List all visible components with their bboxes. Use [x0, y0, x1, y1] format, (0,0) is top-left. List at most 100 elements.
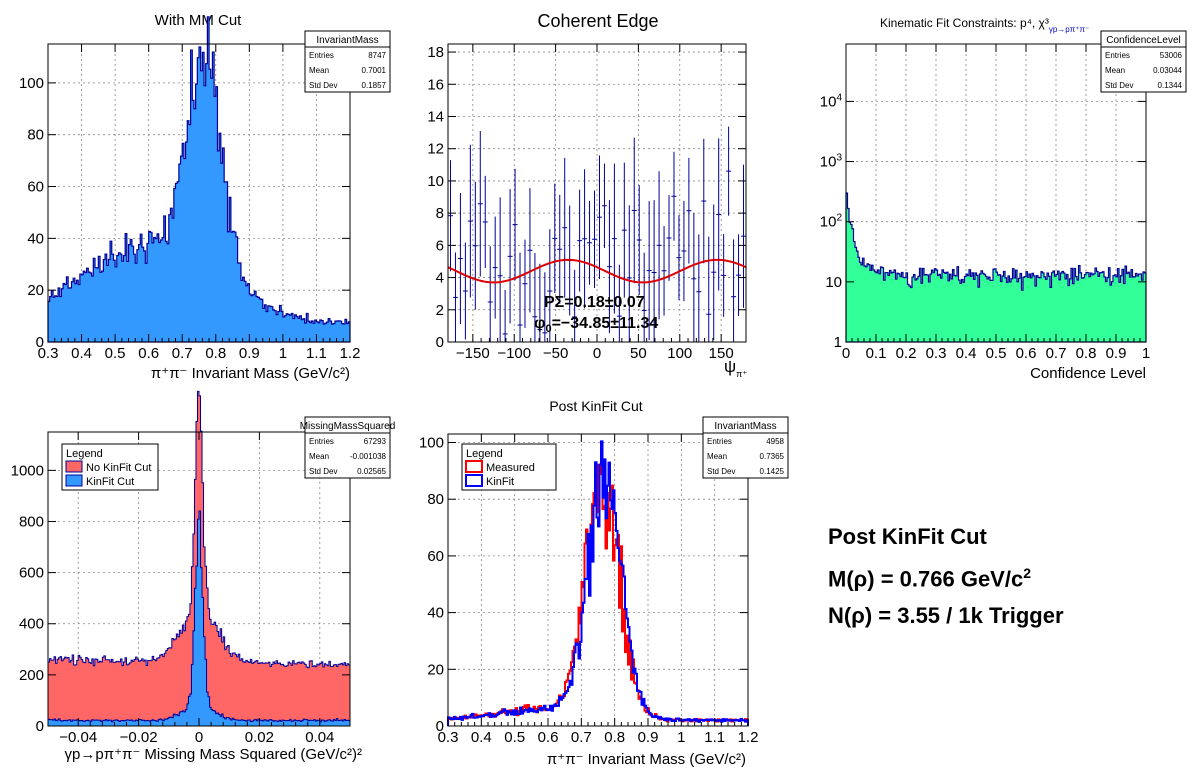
- summary-title: Post KinFit Cut: [828, 524, 987, 549]
- y-tick-label: 104: [820, 92, 843, 110]
- y-tick-label: 0: [36, 334, 44, 351]
- x-tick-label: 150: [709, 345, 734, 362]
- chart-post-kinfit: Post KinFit Cut 0.3 0.4 0.5 0.6 0.7 0.8 0.9 1 1.1…: [398, 386, 796, 772]
- x-tick-label: −50: [543, 345, 568, 362]
- y-tick-label: 2: [436, 302, 444, 319]
- y-tick-label: 10: [825, 274, 842, 291]
- histogram-bars: [845, 192, 1147, 343]
- x-tick-label: 0.9: [638, 729, 659, 746]
- fit-result-phi: φ0=−34.85±11.34: [534, 315, 658, 335]
- stats-title: MissingMassSquared: [300, 421, 396, 432]
- y-tick-label: 60: [427, 548, 444, 565]
- y-tick-label: 18: [427, 44, 444, 61]
- y-tick-label: 20: [27, 282, 44, 299]
- mm-cut-plot: With MM Cut 0.3 0.4 0.5 0.6 0.7 0.8 0.9 1 1.1 1.2 0…: [19, 12, 391, 382]
- legend-title: Legend: [66, 448, 103, 460]
- x-tick-label: 0.6: [138, 345, 159, 362]
- x-tick-label: 0.4: [471, 729, 492, 746]
- x-tick-label: 0.8: [604, 729, 625, 746]
- y-tick-label: 12: [427, 141, 444, 158]
- x-tick-label: 0.4: [956, 345, 977, 362]
- x-tick-label: 50: [630, 345, 647, 362]
- confidence-level-plot: Kinematic Fit Constraints: p⁴, χ³γp→pπ⁺π…: [820, 16, 1187, 382]
- legend-title: Legend: [466, 448, 503, 460]
- x-axis-label: π⁺π⁻ Invariant Mass (GeV/c²): [151, 365, 350, 382]
- legend-swatch: [65, 474, 83, 487]
- stats-key: Mean: [309, 66, 329, 75]
- y-tick-label: 400: [19, 616, 44, 633]
- stats-box: [304, 30, 391, 93]
- x-tick-label: 0.3: [38, 345, 59, 362]
- x-tick-label: 100: [667, 345, 692, 362]
- y-tick-label: 0: [436, 718, 444, 735]
- y-tick-label: 200: [19, 667, 44, 684]
- x-tick-label: 1.2: [738, 729, 759, 746]
- stats-key: Entries: [1105, 51, 1130, 60]
- x-tick-label: 0.6: [1016, 345, 1037, 362]
- stats-value: 0.02565: [357, 467, 386, 476]
- x-axis-label: ψπ⁺: [724, 357, 747, 379]
- x-tick-label: 1.2: [340, 345, 361, 362]
- x-tick-label: 0.7: [571, 729, 592, 746]
- stats-value: 67293: [364, 437, 387, 446]
- stats-value: 53006: [1160, 51, 1183, 60]
- stats-key: Mean: [1105, 66, 1125, 75]
- y-tick-label: 4: [436, 270, 444, 287]
- chart-title: With MM Cut: [155, 12, 243, 29]
- stats-key: Entries: [707, 437, 732, 446]
- y-tick-label: 40: [27, 230, 44, 247]
- x-tick-label: 1: [677, 729, 685, 746]
- x-tick-label: 0.1: [866, 345, 887, 362]
- x-tick-label: 0.2: [896, 345, 917, 362]
- x-tick-label: 0.5: [105, 345, 126, 362]
- legend-swatch: [465, 474, 483, 487]
- y-tick-label: 8: [436, 205, 444, 222]
- chart-mm-cut: With MM Cut 0.3 0.4 0.5 0.6 0.7 0.8 0.9 1 1.1 1.2 0…: [0, 0, 398, 386]
- summary-mass: M(ρ) = 0.766 GeV/c2: [828, 555, 1064, 597]
- series-measured: [447, 454, 749, 726]
- y-tick-label: 6: [436, 237, 444, 254]
- stats-key: Entries: [309, 437, 334, 446]
- x-tick-label: 0.9: [1106, 345, 1127, 362]
- y-tick-label: 80: [27, 127, 44, 144]
- y-tick-label: 100: [419, 435, 444, 452]
- stats-key: Std Dev: [707, 467, 735, 476]
- summary-mass-text: M(ρ) = 0.766 GeV/c: [828, 566, 1024, 592]
- x-tick-label: 0: [195, 729, 203, 746]
- fit-curve: [447, 258, 747, 284]
- x-tick-label: 0.5: [504, 729, 525, 746]
- plot-frame: [47, 43, 351, 343]
- legend-entry: No KinFit Cut: [86, 462, 151, 474]
- x-tick-label: 1: [279, 345, 287, 362]
- missing-mass-plot: −0.04 −0.02 0 0.02 0.04 0 200 400 600 800 1000 Lege…: [11, 390, 396, 763]
- chart-confidence-level: Kinematic Fit Constraints: p⁴, χ³γp→pπ⁺π…: [796, 0, 1196, 386]
- stats-value: 0.7001: [362, 66, 387, 75]
- legend-entry: KinFit: [486, 476, 514, 488]
- chart-title: Kinematic Fit Constraints: p⁴, χ³γp→pπ⁺π…: [880, 16, 1089, 34]
- y-tick-label: 20: [427, 661, 444, 678]
- legend-box: [461, 443, 557, 491]
- legend-entry: Measured: [486, 462, 535, 474]
- y-tick-label: 100: [19, 75, 44, 92]
- x-tick-label: −0.02: [120, 729, 158, 746]
- y-tick-label: 800: [19, 513, 44, 530]
- x-tick-label: −100: [497, 345, 531, 362]
- summary-count: N(ρ) = 3.55 / 1k Trigger: [828, 603, 1064, 629]
- legend-swatch: [465, 460, 483, 473]
- y-tick-label: 80: [427, 491, 444, 508]
- x-tick-label: 0.02: [245, 729, 274, 746]
- x-tick-label: 1: [1142, 345, 1150, 362]
- summary-mass-sup: 2: [1023, 565, 1031, 581]
- x-tick-label: 0.6: [538, 729, 559, 746]
- stats-key: Mean: [707, 452, 727, 461]
- series-kinfit: [47, 510, 351, 727]
- x-tick-label: 0.04: [305, 729, 334, 746]
- x-tick-label: 0.4: [71, 345, 92, 362]
- stats-box: [1100, 30, 1187, 93]
- x-tick-label: 0.7: [172, 345, 193, 362]
- stats-title: InvariantMass: [714, 421, 776, 432]
- x-tick-label: 1.1: [704, 729, 725, 746]
- series-kinfit: [447, 440, 749, 726]
- x-axis-label: π⁺π⁻ Invariant Mass (GeV/c²): [547, 751, 746, 768]
- y-tick-label: 1: [834, 334, 842, 351]
